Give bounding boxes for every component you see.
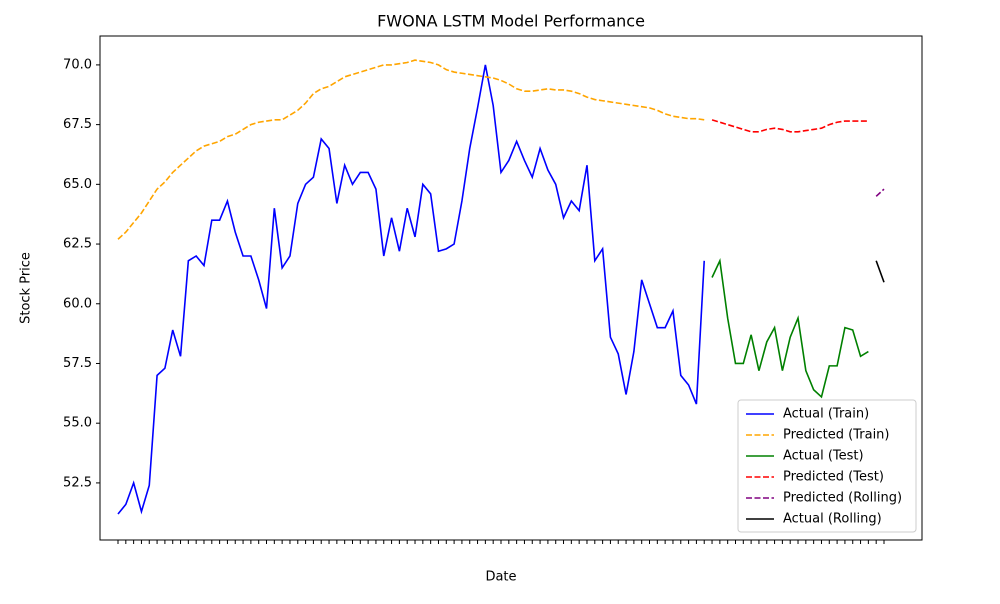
series-line	[875, 260, 885, 283]
y-tick-label: 60.0	[63, 296, 92, 311]
y-tick-label: 55.0	[63, 416, 92, 431]
y-axis-label: Stock Price	[19, 252, 34, 324]
legend-label: Actual (Train)	[783, 407, 869, 422]
legend-box	[737, 399, 917, 533]
x-axis-label: Date	[485, 570, 516, 585]
y-tick-label: 67.5	[63, 117, 92, 132]
legend-label: Predicted (Train)	[783, 428, 890, 443]
series-line	[117, 64, 706, 515]
legend-label: Actual (Rolling)	[783, 512, 882, 527]
series-line	[875, 188, 885, 197]
y-tick-label: 65.0	[63, 177, 92, 192]
series-line	[711, 257, 869, 399]
y-tick-label: 57.5	[63, 356, 92, 371]
legend-label: Predicted (Rolling)	[783, 491, 902, 506]
plot-area	[99, 35, 923, 541]
legend-label: Predicted (Test)	[783, 470, 884, 485]
chart-title: FWONA LSTM Model Performance	[377, 12, 645, 31]
series-line	[117, 59, 705, 240]
y-tick-label: 62.5	[63, 237, 92, 252]
series-line	[711, 119, 869, 133]
legend-label: Actual (Test)	[783, 449, 864, 464]
y-tick-label: 70.0	[63, 57, 92, 72]
y-tick-label: 52.5	[63, 475, 92, 490]
legend: Actual (Train) Predicted (Train) Actual (T…	[737, 399, 917, 533]
